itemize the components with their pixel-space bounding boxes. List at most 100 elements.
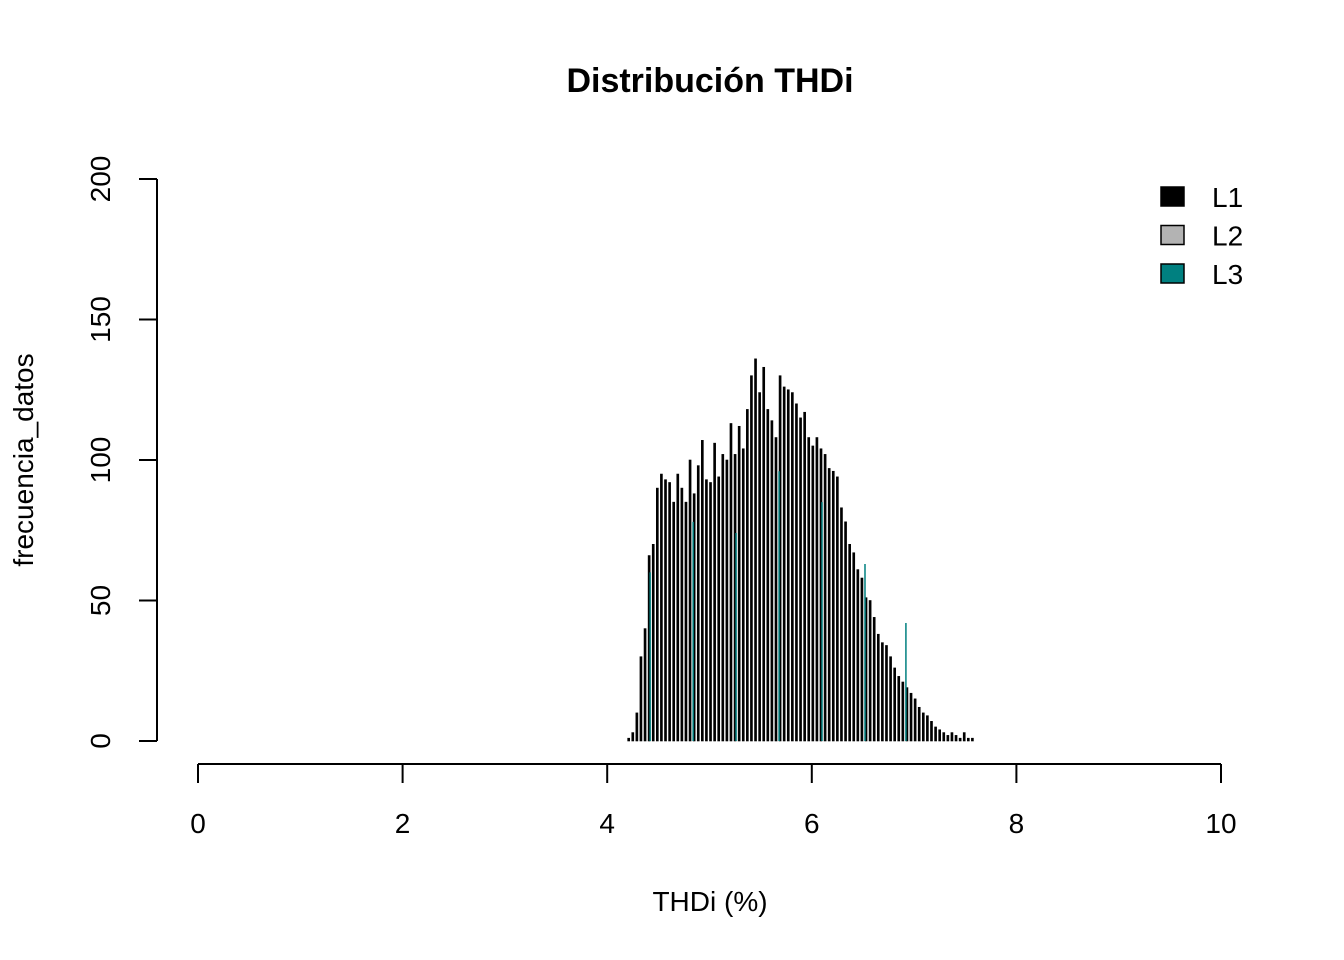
- histogram-bar-l1: [815, 437, 819, 742]
- x-tick-label: 0: [190, 808, 206, 839]
- histogram-bar-l1: [688, 459, 692, 742]
- x-axis-label: THDi (%): [652, 886, 767, 917]
- histogram-bar-l1: [962, 732, 966, 742]
- histogram-bar-l1: [946, 735, 950, 742]
- histogram-bar-l1: [840, 507, 843, 742]
- histogram-bar-l1: [737, 425, 741, 742]
- histogram-bar-l1: [643, 628, 647, 742]
- histogram-bar-l1: [930, 721, 933, 742]
- histogram-bar-l1: [672, 501, 676, 742]
- histogram-bar-l1: [766, 409, 770, 742]
- legend-label-l2: L2: [1212, 221, 1243, 252]
- y-tick-label: 150: [85, 296, 116, 343]
- histogram-bar-l1: [844, 521, 847, 742]
- histogram-bar-l1: [770, 420, 774, 742]
- histogram-bar-l1: [750, 375, 753, 742]
- histogram-bar-l1: [786, 389, 790, 742]
- histogram-bar-l1: [680, 487, 684, 742]
- histogram-bar-l1: [627, 737, 631, 742]
- histogram-bar-l1: [758, 392, 761, 742]
- histogram-bar-l1: [852, 552, 856, 742]
- y-tick-label: 200: [85, 156, 116, 203]
- histogram-bar-l1: [901, 681, 905, 742]
- histogram-bar-l1: [885, 645, 888, 742]
- histogram-bar-l1: [958, 737, 962, 742]
- histogram-bar-l1: [713, 442, 716, 742]
- histogram-bar-l1: [872, 617, 876, 742]
- histogram-bar-l1: [639, 656, 643, 742]
- histogram-bar-l1: [660, 473, 663, 742]
- histogram-bar-l1: [913, 698, 917, 742]
- histogram-bar-l1: [971, 737, 974, 742]
- x-tick-label: 4: [599, 808, 615, 839]
- x-ticks: 0 2 4 6 8 10: [190, 764, 1237, 839]
- histogram-bar-l1: [950, 732, 954, 742]
- histogram-bar-l1: [754, 358, 757, 742]
- histogram-bar-l1: [856, 569, 860, 742]
- y-axis-label: frecuencia_datos: [8, 353, 39, 566]
- y-ticks: 0 50 100 150 200: [85, 156, 157, 749]
- histogram-bar-l1: [631, 732, 635, 742]
- legend-swatch-l2: [1160, 224, 1185, 246]
- histogram-bar-l1: [897, 676, 901, 742]
- x-tick-label: 10: [1205, 808, 1236, 839]
- legend-swatch-l1: [1160, 186, 1185, 207]
- histogram-bar-l1: [709, 482, 712, 742]
- histogram-bar-l1: [831, 470, 835, 742]
- histogram-bar-l1: [954, 735, 958, 742]
- histogram-bar-l1: [774, 437, 778, 742]
- histogram-bar-l1: [938, 729, 941, 742]
- histogram-bar-l1: [811, 445, 815, 742]
- histogram-bar-l1: [721, 454, 725, 742]
- histogram-bars: [627, 358, 974, 742]
- legend-label-l3: L3: [1212, 259, 1243, 290]
- histogram-bar-l1: [651, 543, 655, 742]
- histogram-bar-l1: [791, 392, 794, 742]
- histogram-bar-l1: [893, 667, 896, 742]
- histogram-bar-l1: [921, 712, 925, 742]
- x-tick-label: 8: [1009, 808, 1025, 839]
- histogram-bar-l1: [696, 465, 700, 742]
- histogram-bar-l1: [729, 423, 733, 742]
- histogram-bar-l1: [782, 386, 786, 742]
- histogram-bar-l1: [684, 501, 688, 742]
- histogram-bar-l1: [701, 440, 704, 742]
- histogram-bar-l1: [635, 712, 639, 742]
- y-tick-label: 0: [85, 733, 116, 749]
- histogram-bar-l1: [917, 706, 921, 742]
- histogram-bar-l1: [717, 476, 721, 742]
- histogram-bar-l1: [934, 726, 937, 742]
- chart-title: Distribución THDi: [566, 62, 853, 100]
- histogram-bar-l1: [881, 642, 884, 742]
- legend-label-l1: L1: [1212, 182, 1243, 213]
- histogram-bar-l1: [868, 600, 872, 742]
- histogram-bar-l1: [741, 448, 745, 742]
- histogram-bar-l1: [664, 479, 667, 742]
- histogram-bar-l1: [803, 411, 806, 742]
- histogram-bar-l1: [799, 417, 802, 742]
- histogram-bar-l1: [909, 692, 913, 742]
- histogram-bar-l1: [807, 437, 811, 742]
- histogram-bar-l1: [725, 459, 729, 742]
- histogram-bar-l1: [876, 633, 880, 742]
- histogram-bar-l1: [676, 473, 680, 742]
- histogram-bar-l1: [860, 577, 864, 742]
- y-tick-label: 50: [85, 585, 116, 616]
- histogram-bar-l1: [795, 403, 798, 742]
- histogram-bar-l1: [762, 366, 766, 742]
- x-tick-label: 2: [395, 808, 411, 839]
- histogram-bar-l1: [656, 487, 659, 742]
- legend-swatch-l3: [1160, 263, 1185, 284]
- histogram-bar-l1: [827, 468, 831, 742]
- histogram-bar-l1: [705, 479, 708, 742]
- histogram-bar-l1: [836, 476, 839, 742]
- histogram-bar-l1: [966, 737, 970, 742]
- x-tick-label: 6: [804, 808, 820, 839]
- legend: L1 L2 L3: [1160, 182, 1243, 290]
- histogram-bar-l1: [746, 409, 749, 742]
- histogram-bar-l1: [668, 482, 671, 742]
- histogram-bar-l1: [942, 732, 946, 742]
- histogram-bar-l1: [823, 454, 827, 742]
- histogram-bar-l1: [889, 656, 892, 742]
